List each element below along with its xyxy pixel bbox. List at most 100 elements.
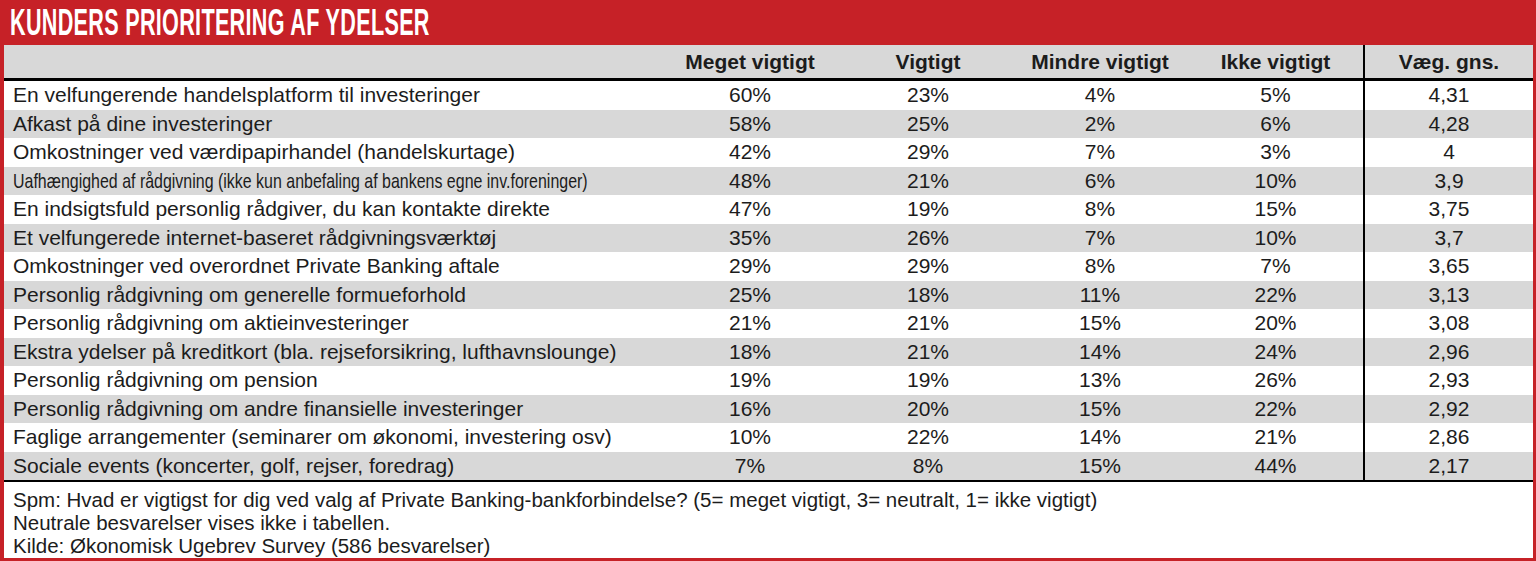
row-value: 22% xyxy=(844,423,1012,452)
row-value: 15% xyxy=(1188,195,1364,224)
row-value-vaeg-gns: 3,75 xyxy=(1364,195,1533,224)
row-value: 44% xyxy=(1188,452,1364,482)
row-value: 14% xyxy=(1012,338,1188,367)
row-value: 22% xyxy=(1188,281,1364,310)
table-row: Omkostninger ved værdipapirhandel (hande… xyxy=(4,138,1533,167)
table-row: En velfungerende handelsplatform til inv… xyxy=(4,80,1533,110)
row-value: 20% xyxy=(1188,309,1364,338)
table-row: Ekstra ydelser på kreditkort (bla. rejse… xyxy=(4,338,1533,367)
row-value: 58% xyxy=(656,110,844,139)
row-value: 29% xyxy=(844,252,1012,281)
row-value: 13% xyxy=(1012,366,1188,395)
row-value: 3% xyxy=(1188,138,1364,167)
row-label: Personlig rådgivning om andre finansiell… xyxy=(4,395,656,424)
row-value: 35% xyxy=(656,224,844,253)
column-header-vigtigt: Vigtigt xyxy=(844,45,1012,80)
row-value: 14% xyxy=(1012,423,1188,452)
row-label: Afkast på dine investeringer xyxy=(4,110,656,139)
table-row: Personlig rådgivning om aktieinvestering… xyxy=(4,309,1533,338)
row-label: Et velfungerede internet-baseret rådgivn… xyxy=(4,224,656,253)
table-row: Personlig rådgivning om pension19%19%13%… xyxy=(4,366,1533,395)
row-value: 5% xyxy=(1188,80,1364,110)
row-value: 29% xyxy=(844,138,1012,167)
row-value: 7% xyxy=(1188,252,1364,281)
row-label: Personlig rådgivning om pension xyxy=(4,366,656,395)
row-value: 24% xyxy=(1188,338,1364,367)
row-value: 20% xyxy=(844,395,1012,424)
row-value: 7% xyxy=(1012,138,1188,167)
row-value: 21% xyxy=(844,167,1012,196)
row-value: 25% xyxy=(656,281,844,310)
table-row: Uafhængighed af rådgivning (ikke kun anb… xyxy=(4,167,1533,196)
footnote-neutral: Neutrale besvarelser vises ikke i tabell… xyxy=(13,511,1523,534)
row-value: 6% xyxy=(1188,110,1364,139)
survey-table-graphic: KUNDERS PRIORITERING AF YDELSER Meget vi… xyxy=(0,0,1536,561)
row-value-vaeg-gns: 2,17 xyxy=(1364,452,1533,482)
row-value: 21% xyxy=(844,338,1012,367)
row-value-vaeg-gns: 2,93 xyxy=(1364,366,1533,395)
row-label: Omkostninger ved værdipapirhandel (hande… xyxy=(4,138,656,167)
row-value: 2% xyxy=(1012,110,1188,139)
row-label: Ekstra ydelser på kreditkort (bla. rejse… xyxy=(4,338,656,367)
table-row: Faglige arrangementer (seminarer om økon… xyxy=(4,423,1533,452)
row-value: 21% xyxy=(844,309,1012,338)
row-value: 23% xyxy=(844,80,1012,110)
row-value: 16% xyxy=(656,395,844,424)
row-value: 18% xyxy=(656,338,844,367)
row-value: 15% xyxy=(1012,452,1188,482)
row-value: 26% xyxy=(844,224,1012,253)
row-value: 42% xyxy=(656,138,844,167)
row-label: Personlig rådgivning om generelle formue… xyxy=(4,281,656,310)
row-value: 11% xyxy=(1012,281,1188,310)
page-title: KUNDERS PRIORITERING AF YDELSER xyxy=(10,2,430,44)
column-header-mindre-vigtigt: Mindre vigtigt xyxy=(1012,45,1188,80)
row-value-vaeg-gns: 3,9 xyxy=(1364,167,1533,196)
row-value: 26% xyxy=(1188,366,1364,395)
row-label: Personlig rådgivning om aktieinvestering… xyxy=(4,309,656,338)
table-row: Personlig rådgivning om andre finansiell… xyxy=(4,395,1533,424)
row-value: 15% xyxy=(1012,309,1188,338)
row-value: 19% xyxy=(844,195,1012,224)
row-value: 8% xyxy=(844,452,1012,482)
column-header-meget-vigtigt: Meget vigtigt xyxy=(656,45,844,80)
column-header-ikke-vigtigt: Ikke vigtigt xyxy=(1188,45,1364,80)
row-value: 29% xyxy=(656,252,844,281)
title-bar: KUNDERS PRIORITERING AF YDELSER xyxy=(0,0,1536,45)
row-value-vaeg-gns: 3,13 xyxy=(1364,281,1533,310)
row-value: 60% xyxy=(656,80,844,110)
row-value-vaeg-gns: 4 xyxy=(1364,138,1533,167)
row-value-vaeg-gns: 2,86 xyxy=(1364,423,1533,452)
row-value-vaeg-gns: 4,31 xyxy=(1364,80,1533,110)
row-value: 25% xyxy=(844,110,1012,139)
row-label: En indsigtsfuld personlig rådgiver, du k… xyxy=(4,195,656,224)
row-value: 8% xyxy=(1012,252,1188,281)
table-row: Sociale events (koncerter, golf, rejser,… xyxy=(4,452,1533,482)
row-value-vaeg-gns: 3,65 xyxy=(1364,252,1533,281)
header-row: Meget vigtigt Vigtigt Mindre vigtigt Ikk… xyxy=(4,45,1533,80)
footnotes: Spm: Hvad er vigtigst for dig ved valg a… xyxy=(4,482,1533,557)
row-value: 10% xyxy=(1188,167,1364,196)
row-value-vaeg-gns: 2,92 xyxy=(1364,395,1533,424)
row-value: 7% xyxy=(1012,224,1188,253)
row-label: En velfungerende handelsplatform til inv… xyxy=(4,80,656,110)
row-value-vaeg-gns: 3,08 xyxy=(1364,309,1533,338)
table-row: Personlig rådgivning om generelle formue… xyxy=(4,281,1533,310)
row-value: 10% xyxy=(1188,224,1364,253)
column-header-empty xyxy=(4,45,656,80)
row-value: 8% xyxy=(1012,195,1188,224)
row-value: 4% xyxy=(1012,80,1188,110)
row-label: Faglige arrangementer (seminarer om økon… xyxy=(4,423,656,452)
row-value: 22% xyxy=(1188,395,1364,424)
row-label: Sociale events (koncerter, golf, rejser,… xyxy=(4,452,656,482)
row-value: 18% xyxy=(844,281,1012,310)
row-value-vaeg-gns: 2,96 xyxy=(1364,338,1533,367)
row-value: 21% xyxy=(656,309,844,338)
row-value: 21% xyxy=(1188,423,1364,452)
row-value-vaeg-gns: 3,7 xyxy=(1364,224,1533,253)
footnote-question: Spm: Hvad er vigtigst for dig ved valg a… xyxy=(13,488,1523,511)
table-row: Omkostninger ved overordnet Private Bank… xyxy=(4,252,1533,281)
row-value: 15% xyxy=(1012,395,1188,424)
row-value-vaeg-gns: 4,28 xyxy=(1364,110,1533,139)
row-value: 47% xyxy=(656,195,844,224)
row-value: 19% xyxy=(656,366,844,395)
